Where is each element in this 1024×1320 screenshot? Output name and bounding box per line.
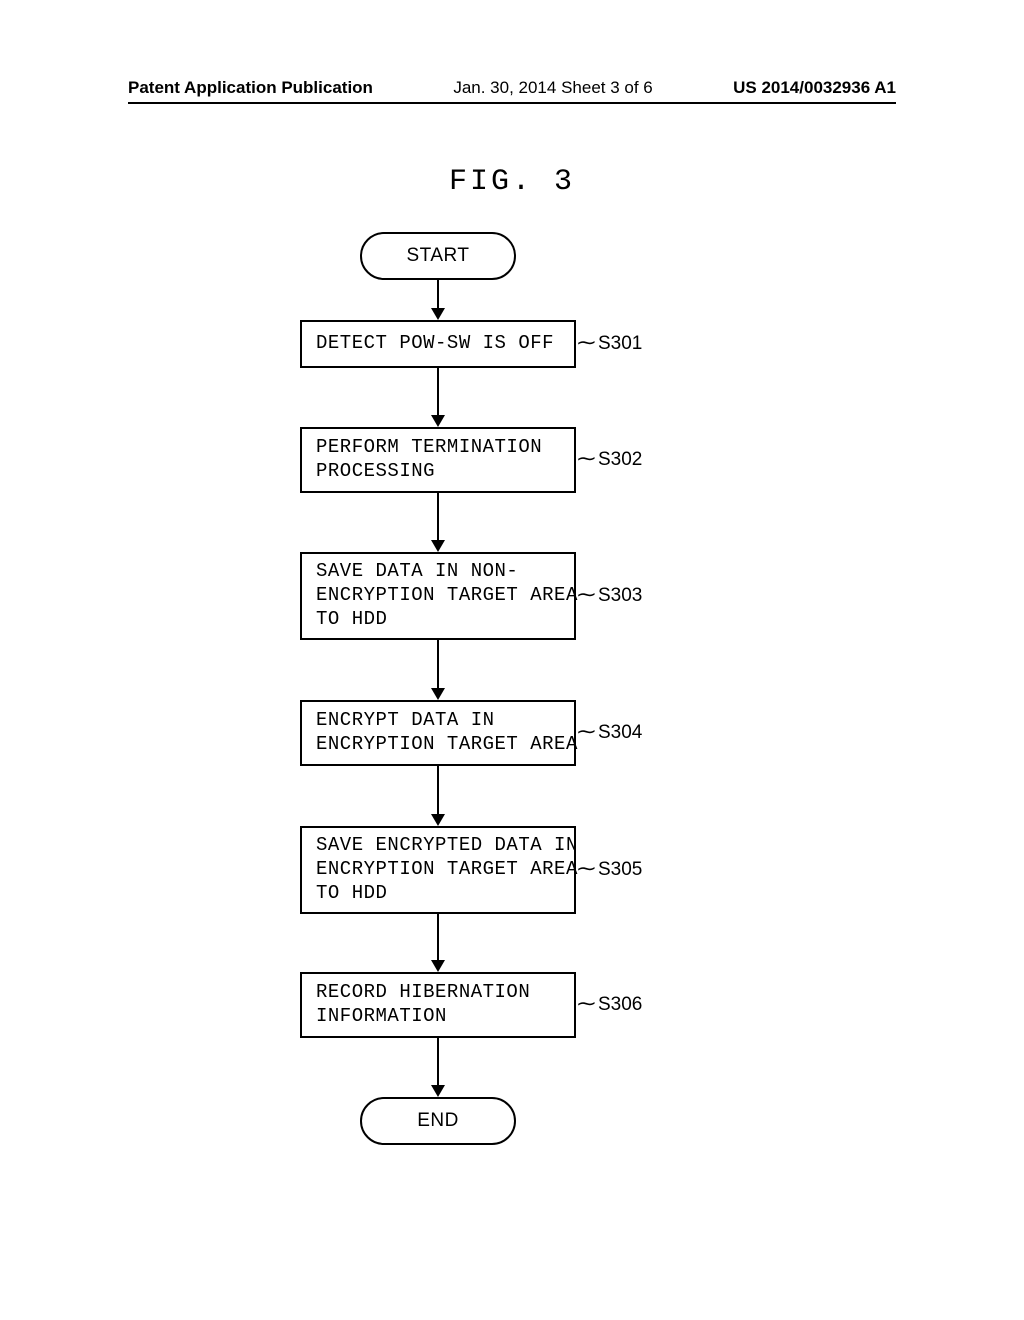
- arrow-s302-s303: [437, 493, 439, 540]
- s301-tilde: ∼: [575, 330, 597, 355]
- s304-label: S304: [598, 722, 642, 744]
- s303-tilde: ∼: [575, 582, 597, 607]
- s305-tilde: ∼: [575, 856, 597, 881]
- arrowhead-s303-s304: [431, 688, 445, 700]
- arrow-start-s301: [437, 280, 439, 308]
- start-terminator: START: [360, 232, 516, 280]
- s301-label: S301: [598, 333, 642, 355]
- header-right: US 2014/0032936 A1: [733, 78, 896, 98]
- s302-tilde: ∼: [575, 446, 597, 471]
- arrow-s305-s306: [437, 914, 439, 960]
- s303-label: S303: [598, 585, 642, 607]
- s301-process: DETECT POW-SW IS OFF: [300, 320, 576, 368]
- arrowhead-s302-s303: [431, 540, 445, 552]
- arrow-s304-s305: [437, 766, 439, 814]
- s305-label: S305: [598, 859, 642, 881]
- arrow-s301-s302: [437, 368, 439, 415]
- s306-tilde: ∼: [575, 991, 597, 1016]
- header-left: Patent Application Publication: [128, 78, 373, 98]
- s303-process: SAVE DATA IN NON- ENCRYPTION TARGET AREA…: [300, 552, 576, 640]
- s304-process: ENCRYPT DATA IN ENCRYPTION TARGET AREA: [300, 700, 576, 766]
- arrowhead-s306-end: [431, 1085, 445, 1097]
- header-rule: [128, 102, 896, 104]
- header-mid: Jan. 30, 2014 Sheet 3 of 6: [453, 78, 652, 98]
- arrow-s303-s304: [437, 640, 439, 688]
- s302-process: PERFORM TERMINATION PROCESSING: [300, 427, 576, 493]
- s304-tilde: ∼: [575, 719, 597, 744]
- arrowhead-s305-s306: [431, 960, 445, 972]
- figure-title: FIG. 3: [0, 165, 1024, 199]
- s305-process: SAVE ENCRYPTED DATA IN ENCRYPTION TARGET…: [300, 826, 576, 914]
- arrow-s306-end: [437, 1038, 439, 1085]
- s306-label: S306: [598, 994, 642, 1016]
- end-terminator: END: [360, 1097, 516, 1145]
- patent-page: Patent Application Publication Jan. 30, …: [0, 0, 1024, 1320]
- arrowhead-start-s301: [431, 308, 445, 320]
- arrowhead-s301-s302: [431, 415, 445, 427]
- page-header: Patent Application Publication Jan. 30, …: [128, 78, 896, 98]
- s306-process: RECORD HIBERNATION INFORMATION: [300, 972, 576, 1038]
- s302-label: S302: [598, 449, 642, 471]
- arrowhead-s304-s305: [431, 814, 445, 826]
